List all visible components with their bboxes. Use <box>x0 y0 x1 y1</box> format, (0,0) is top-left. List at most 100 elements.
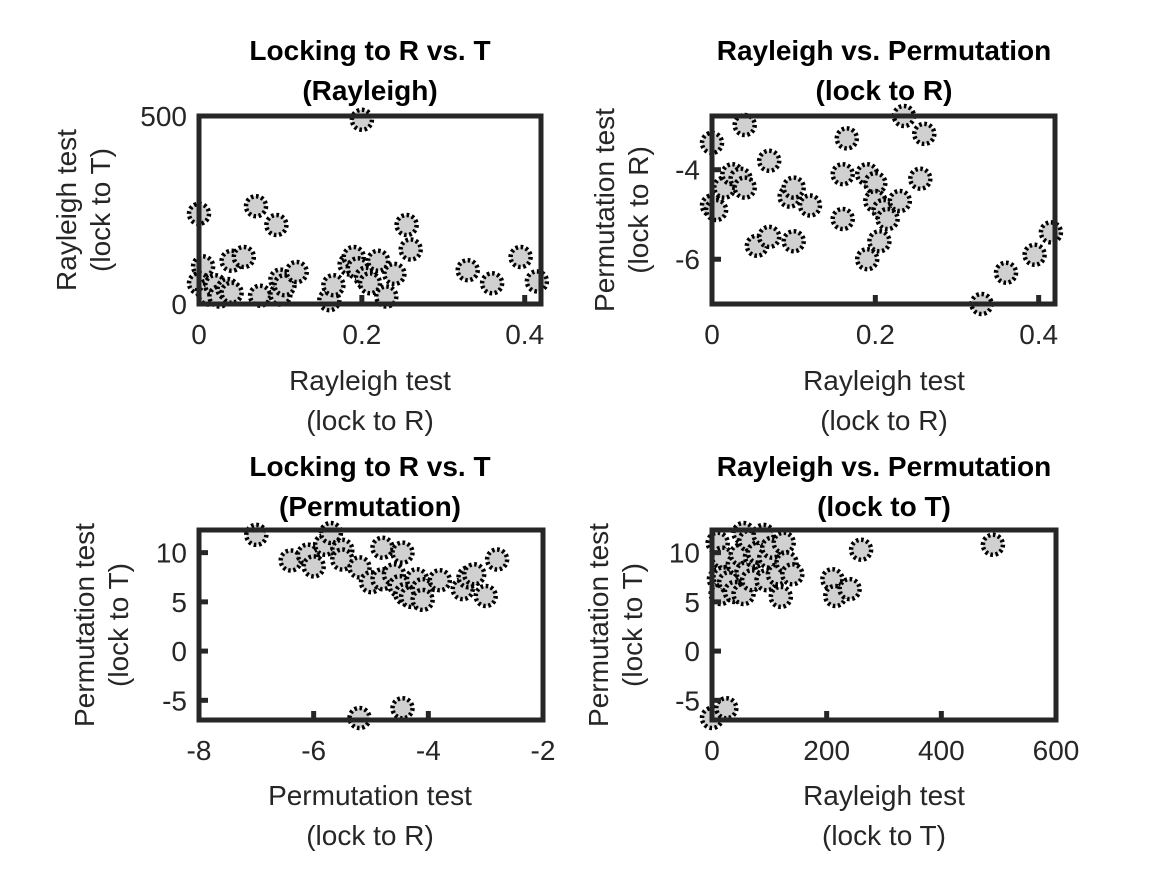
scatter-point <box>781 229 806 254</box>
scatter-points <box>244 520 510 731</box>
scatter-point <box>524 269 550 294</box>
scatter-point <box>854 246 880 272</box>
scatter-point <box>243 193 269 219</box>
panel-rayleigh-vs-permutation-t: Rayleigh vs. Permutation (lock to T) 0 20… <box>583 451 1079 851</box>
axis-ticks: 0 0.2 0.4 -6 -4 <box>675 155 1058 350</box>
panel-permutation-r-vs-t: Locking to R vs. T (Permutation) -8 -6 -4-… <box>69 451 555 851</box>
y-axis-label-line2: (lock to R) <box>623 146 654 274</box>
scatter-point <box>231 244 257 270</box>
scatter-point <box>781 175 806 200</box>
scatter-point <box>370 535 395 560</box>
scatter-point <box>887 188 913 214</box>
chart-title: Rayleigh vs. Permutation <box>717 451 1052 482</box>
panel-rayleigh-r-vs-t: Locking to R vs. T (Rayleigh) 0 0.2 0.4 0 50… <box>51 35 550 436</box>
scatter-points <box>186 107 550 313</box>
scatter-point <box>394 212 419 238</box>
scatter-point <box>768 584 794 610</box>
scatter-point <box>912 121 937 147</box>
axes-box <box>196 527 546 723</box>
scatter-point <box>732 175 757 200</box>
chart-title: Locking to R vs. T <box>249 35 490 66</box>
scatter-point <box>264 212 289 238</box>
scatter-point <box>479 271 505 296</box>
x-tick-label: 0 <box>191 319 207 350</box>
x-tick-label: 0 <box>704 735 720 766</box>
x-axis-label-line2: (lock to R) <box>306 405 434 436</box>
scatter-points <box>699 103 1064 317</box>
y-tick-label: -5 <box>162 685 187 716</box>
x-axis-label: Rayleigh test <box>803 780 965 811</box>
scatter-point <box>484 547 510 572</box>
scatter-point <box>330 547 355 572</box>
x-tick-label: 0.2 <box>856 319 895 350</box>
x-tick-label: 400 <box>918 735 965 766</box>
y-axis-label: Permutation test <box>69 523 100 727</box>
y-axis-label-line2: (lock to T) <box>617 563 648 687</box>
y-tick-label: 5 <box>684 587 700 618</box>
y-tick-label: 0 <box>684 636 700 667</box>
scatter-point <box>284 259 309 285</box>
scatter-point <box>473 583 498 609</box>
x-axis-label: Rayleigh test <box>289 365 451 396</box>
axis-ticks: -8 -6 -4 -2 -5 0 5 10 <box>156 538 556 766</box>
x-tick-label: -2 <box>531 735 556 766</box>
x-tick-label: -8 <box>187 735 212 766</box>
y-axis-label: Permutation test <box>589 108 620 312</box>
scatter-point <box>321 272 346 298</box>
y-axis-label: Permutation test <box>583 523 614 727</box>
y-tick-label: 10 <box>156 538 187 569</box>
y-tick-label: -5 <box>675 685 700 716</box>
scatter-point <box>756 224 782 250</box>
chart-subtitle: (lock to R) <box>816 75 953 106</box>
x-tick-label: 0 <box>704 319 720 350</box>
chart-subtitle: (Rayleigh) <box>302 75 437 106</box>
y-tick-label: -6 <box>675 244 700 275</box>
scatter-point <box>390 695 415 721</box>
scatter-point <box>830 161 855 187</box>
scatter-point <box>427 567 453 593</box>
axes-box <box>709 527 1059 723</box>
scatter-point <box>301 554 326 579</box>
scatter-point <box>797 193 823 218</box>
y-tick-label: 0 <box>171 289 187 320</box>
y-tick-label: 0 <box>171 636 187 667</box>
chart-title: Rayleigh vs. Permutation <box>717 35 1052 66</box>
scatter-point <box>508 244 533 270</box>
scatter-point <box>837 576 862 602</box>
x-tick-label: 200 <box>803 735 850 766</box>
scatter-point <box>382 261 407 287</box>
y-tick-label: 10 <box>669 538 700 569</box>
x-axis-label-line2: (lock to T) <box>822 820 946 851</box>
chart-subtitle: (Permutation) <box>279 491 461 522</box>
chart-title: Locking to R vs. T <box>249 451 490 482</box>
scatter-point <box>771 530 796 556</box>
scatter-point <box>410 587 435 613</box>
y-axis-label-line2: (lock to T) <box>103 563 134 687</box>
scatter-point <box>703 197 729 223</box>
scatter-point <box>980 532 1006 558</box>
scatter-point <box>848 537 874 562</box>
scatter-point <box>993 260 1019 285</box>
scatter-point <box>1022 242 1047 268</box>
scatter-point <box>461 562 487 587</box>
x-tick-label: -4 <box>416 735 441 766</box>
x-tick-label: 600 <box>1033 735 1080 766</box>
x-tick-label: 0.2 <box>342 319 381 350</box>
y-tick-label: 5 <box>171 587 187 618</box>
x-axis-label-line2: (lock to R) <box>820 405 948 436</box>
panel-rayleigh-vs-permutation-r: Rayleigh vs. Permutation (lock to R) 0 0.… <box>589 35 1064 436</box>
y-axis-label: Rayleigh test <box>51 129 82 291</box>
scatter-point <box>875 206 900 232</box>
scatter-point <box>357 271 383 296</box>
scatter-point <box>398 237 423 262</box>
y-tick-label: -4 <box>675 155 700 186</box>
scatter-point <box>390 540 415 565</box>
scatter-point <box>365 248 391 274</box>
scatter-point <box>1038 220 1064 245</box>
scatter-point <box>455 257 480 283</box>
x-tick-label: 0.4 <box>505 319 544 350</box>
axis-ticks: 0 0.2 0.4 0 500 <box>140 101 544 350</box>
x-tick-label: -6 <box>301 735 326 766</box>
